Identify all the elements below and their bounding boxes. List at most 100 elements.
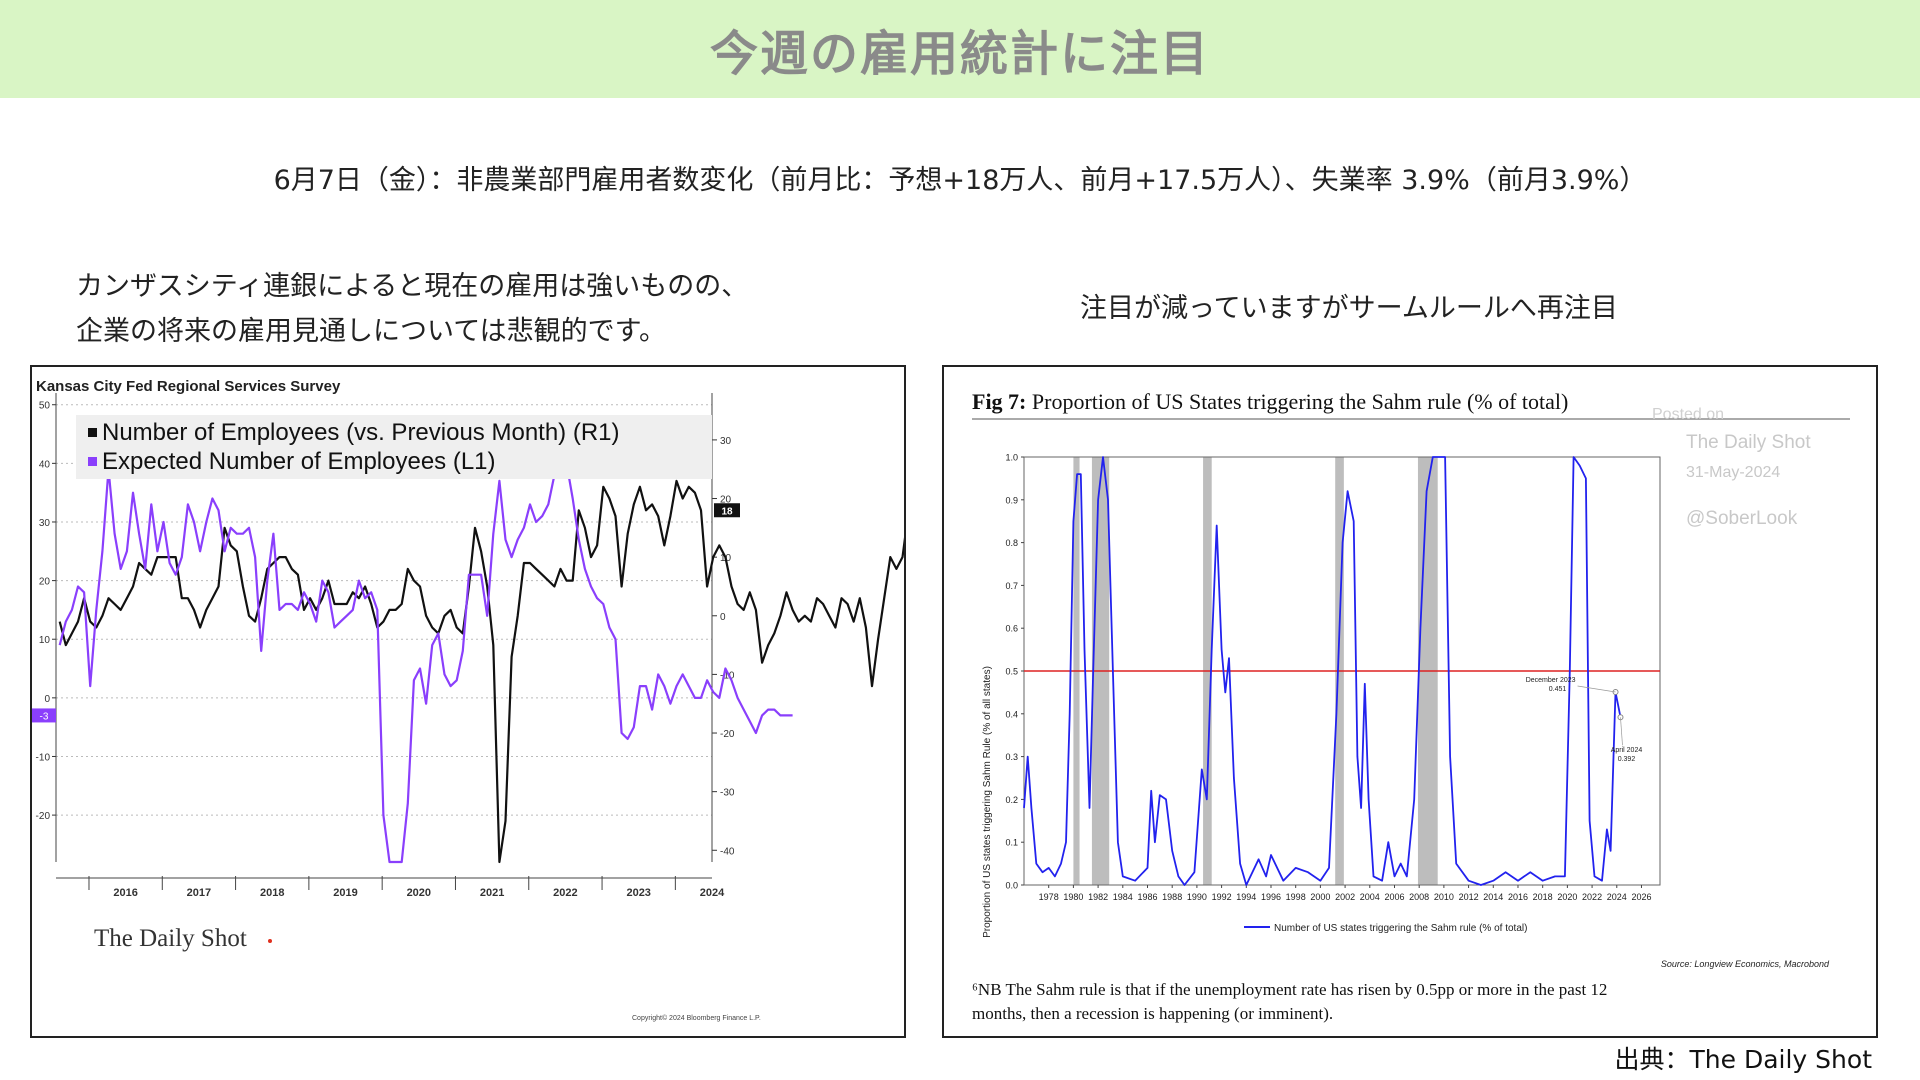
kc-last-value-right: 18 bbox=[721, 506, 733, 517]
sahm-x-tick-label-7: 1992 bbox=[1212, 892, 1232, 902]
sahm-y-tick-label-9: 0.9 bbox=[1005, 495, 1018, 505]
kc-left-tick-label-0: 50 bbox=[39, 401, 51, 412]
sahm-x-tick-label-19: 2016 bbox=[1508, 892, 1528, 902]
sahm-x-tick-label-15: 2008 bbox=[1409, 892, 1429, 902]
sahm-y-tick-label-3: 0.3 bbox=[1005, 752, 1018, 762]
sahm-annotation-value-1: 0.392 bbox=[1618, 756, 1636, 763]
kc-fed-chart: Kansas City Fed Regional Services Survey… bbox=[32, 378, 910, 1022]
kc-right-tick-label-0: 30 bbox=[720, 436, 732, 447]
title-bar: 今週の雇用統計に注目 bbox=[0, 0, 1920, 98]
sahm-tick-labels: 0.0 0.1 0.2 0.3 0.4 0.5 0.6 0.7 0.8 0.9 1.0 1978 198… bbox=[1005, 453, 1651, 903]
sahm-y-tick-label-2: 0.2 bbox=[1005, 795, 1018, 805]
sahm-x-tick-label-22: 2022 bbox=[1582, 892, 1602, 902]
sahm-x-tick-label-2: 1982 bbox=[1088, 892, 1108, 902]
right-caption: 注目が減っていますがサームルールへ再注目 bbox=[1080, 293, 1618, 324]
sahm-chart-panel: Fig 7: Proportion of US States triggerin… bbox=[942, 365, 1878, 1038]
sahm-legend: Number of US states triggering the Sahm … bbox=[1274, 923, 1527, 934]
sahm-x-tick-label-9: 1996 bbox=[1261, 892, 1281, 902]
kc-left-tick-label-1: 40 bbox=[39, 459, 51, 470]
sahm-y-tick-label-5: 0.5 bbox=[1005, 667, 1018, 677]
sahm-x-tick-label-20: 2018 bbox=[1533, 892, 1553, 902]
kc-last-value-left-bg bbox=[32, 708, 56, 723]
kc-watermark-dot bbox=[268, 939, 272, 943]
sahm-x-tick-label-1: 1980 bbox=[1063, 892, 1083, 902]
kc-x-tick-label-0: 2016 bbox=[113, 887, 137, 899]
sahm-annotation-value-0: 0.451 bbox=[1549, 686, 1567, 693]
sahm-x-tick-label-12: 2002 bbox=[1335, 892, 1355, 902]
sahm-x-tick-label-16: 2010 bbox=[1434, 892, 1454, 902]
sahm-x-tick-label-6: 1990 bbox=[1187, 892, 1207, 902]
kc-left-tick-label-7: -20 bbox=[36, 811, 51, 822]
sahm-watermark: Posted on The Daily Shot 31-May-2024 @So… bbox=[1652, 406, 1811, 529]
sahm-y-tick-label-4: 0.4 bbox=[1005, 709, 1018, 719]
sahm-x-tick-label-4: 1986 bbox=[1137, 892, 1157, 902]
sahm-footnote-line1: ⁶NB The Sahm rule is that if the unemplo… bbox=[972, 980, 1607, 999]
left-caption: カンザスシティ連銀によると現在の雇用は強いものの、 企業の将来の雇用見通しについ… bbox=[76, 264, 748, 354]
kc-x-tick-label-1: 2017 bbox=[187, 887, 211, 899]
kc-last-value-left: -3 bbox=[40, 711, 49, 722]
sahm-x-tick-label-17: 2012 bbox=[1459, 892, 1479, 902]
sahm-x-tick-label-21: 2020 bbox=[1557, 892, 1577, 902]
kc-x-tick-label-6: 2022 bbox=[553, 887, 577, 899]
sahm-x-tick-label-14: 2006 bbox=[1384, 892, 1404, 902]
sahm-y-tick-label-7: 0.7 bbox=[1005, 581, 1018, 591]
sahm-annotation-leader-0 bbox=[1577, 685, 1616, 693]
sahm-chart-title: Fig 7: Proportion of US States triggerin… bbox=[972, 389, 1568, 414]
sahm-watermark-line1: Posted on bbox=[1652, 406, 1724, 423]
sahm-x-tick-label-24: 2026 bbox=[1631, 892, 1651, 902]
kc-watermark: The Daily Shot bbox=[94, 925, 247, 952]
sahm-x-tick-label-3: 1984 bbox=[1113, 892, 1133, 902]
sahm-x-tick-label-10: 1998 bbox=[1286, 892, 1306, 902]
sahm-watermark-line2: The Daily Shot bbox=[1686, 432, 1811, 453]
kc-x-tick-label-5: 2021 bbox=[480, 887, 504, 899]
kc-legend-swatch-expected bbox=[88, 457, 97, 466]
sahm-watermark-line4: @SoberLook bbox=[1686, 508, 1798, 529]
sahm-series-line bbox=[1023, 456, 1622, 886]
sahm-annotation-label-0: December 2023 bbox=[1526, 677, 1576, 684]
sahm-annotation-label-1: April 2024 bbox=[1611, 747, 1643, 754]
sahm-x-tick-label-13: 2004 bbox=[1360, 892, 1380, 902]
kc-left-tick-label-4: 10 bbox=[39, 635, 51, 646]
source-credit: 出典：The Daily Shot bbox=[1614, 1045, 1872, 1074]
kc-right-tick-label-3: 0 bbox=[720, 612, 726, 623]
kc-right-tick-label-6: -30 bbox=[720, 788, 735, 799]
sahm-x-tick-label-8: 1994 bbox=[1236, 892, 1256, 902]
kc-left-tick-label-2: 30 bbox=[39, 518, 51, 529]
kc-right-tick-label-4: -10 bbox=[720, 670, 735, 681]
kc-legend-box bbox=[76, 415, 712, 479]
kc-fed-chart-panel: Kansas City Fed Regional Services Survey… bbox=[30, 365, 910, 1038]
kc-tick-labels: 50403020100-10-203020100-10-20-30-402016… bbox=[32, 401, 740, 943]
kc-x-tick-label-7: 2023 bbox=[626, 887, 650, 899]
page-title: 今週の雇用統計に注目 bbox=[709, 26, 1210, 82]
kc-x-tick-label-3: 2019 bbox=[333, 887, 357, 899]
kc-series bbox=[58, 456, 910, 864]
kc-legend-expected: Expected Number of Employees (L1) bbox=[102, 448, 496, 475]
kc-x-tick-label-8: 2024 bbox=[700, 887, 725, 899]
sahm-title-rest: Proportion of US States triggering the S… bbox=[1032, 389, 1568, 414]
sahm-title-prefix: Fig 7: bbox=[972, 389, 1026, 414]
sahm-y-tick-label-0: 0.0 bbox=[1005, 881, 1018, 891]
sahm-x-tick-label-5: 1988 bbox=[1162, 892, 1182, 902]
kc-chart-title: Kansas City Fed Regional Services Survey bbox=[36, 378, 341, 395]
sahm-x-tick-label-23: 2024 bbox=[1607, 892, 1627, 902]
sahm-chart: Fig 7: Proportion of US States triggerin… bbox=[972, 389, 1850, 1023]
kc-last-value-right-bg bbox=[714, 503, 740, 518]
sahm-annotation-leader-1 bbox=[1620, 717, 1623, 746]
kc-legend: Number of Employees (vs. Previous Month)… bbox=[76, 415, 712, 479]
kc-right-tick-label-5: -20 bbox=[720, 729, 735, 740]
kc-legend-swatch-employees bbox=[88, 428, 97, 437]
sahm-y-tick-label-1: 0.1 bbox=[1005, 838, 1018, 848]
sahm-x-tick-label-0: 1978 bbox=[1039, 892, 1059, 902]
kc-axes bbox=[52, 393, 717, 890]
sahm-y-tick-label-8: 0.8 bbox=[1005, 538, 1018, 548]
sahm-source-note: Source: Longview Economics, Macrobond bbox=[1661, 959, 1830, 969]
kc-legend-employees: Number of Employees (vs. Previous Month)… bbox=[102, 419, 620, 446]
headline: 6月7日（金）：非農業部門雇用者数変化（前月比：予想+18万人、前月+17.5万… bbox=[273, 165, 1647, 196]
kc-copyright: Copyright© 2024 Bloomberg Finance L.P. bbox=[632, 1014, 761, 1022]
sahm-ylabel: Proportion of US states triggering Sahm … bbox=[982, 666, 993, 938]
kc-x-tick-label-4: 2020 bbox=[407, 887, 431, 899]
kc-x-tick-label-2: 2018 bbox=[260, 887, 284, 899]
sahm-y-tick-label-6: 0.6 bbox=[1005, 624, 1018, 634]
kc-right-tick-label-7: -40 bbox=[720, 846, 735, 857]
sahm-x-tick-label-18: 2014 bbox=[1483, 892, 1503, 902]
